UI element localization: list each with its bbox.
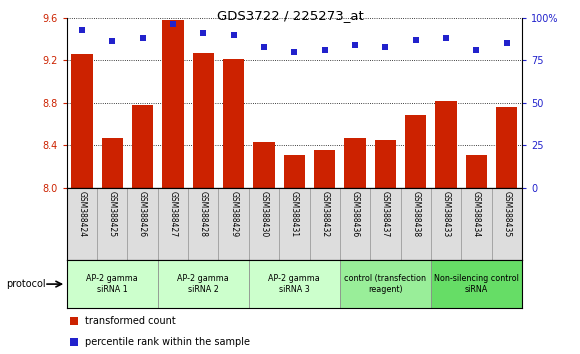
Point [108, 39, 117, 44]
Text: GDS3722 / 225273_at: GDS3722 / 225273_at [216, 9, 364, 22]
Text: GSM388437: GSM388437 [381, 190, 390, 237]
Text: GSM388433: GSM388433 [441, 190, 451, 237]
Text: GSM388432: GSM388432 [320, 190, 329, 236]
Text: GSM388425: GSM388425 [108, 190, 117, 236]
Text: AP-2 gamma
siRNA 1: AP-2 gamma siRNA 1 [86, 274, 138, 294]
Bar [249, 260, 340, 308]
Bar [253, 142, 274, 188]
Bar [492, 188, 522, 260]
Text: GSM388431: GSM388431 [290, 190, 299, 236]
Bar [128, 188, 158, 260]
Text: AP-2 gamma
siRNA 2: AP-2 gamma siRNA 2 [177, 274, 229, 294]
Point [69, 319, 78, 324]
Point [350, 42, 360, 48]
Text: GSM388435: GSM388435 [502, 190, 512, 237]
Text: GSM388438: GSM388438 [411, 190, 420, 236]
Bar [436, 101, 456, 188]
Bar [461, 188, 492, 260]
Point [502, 40, 512, 46]
Bar [67, 260, 158, 308]
Text: control (transfection
reagent): control (transfection reagent) [345, 274, 426, 294]
Bar [431, 188, 461, 260]
Bar [279, 188, 310, 260]
Bar [97, 188, 128, 260]
Bar [219, 188, 249, 260]
Text: AP-2 gamma
siRNA 3: AP-2 gamma siRNA 3 [269, 274, 320, 294]
Bar [401, 188, 431, 260]
Text: GSM388434: GSM388434 [472, 190, 481, 237]
Bar [71, 54, 92, 188]
Bar [466, 155, 487, 188]
Point [472, 47, 481, 53]
Bar [496, 107, 517, 188]
Bar [314, 150, 335, 188]
Bar [375, 140, 396, 188]
Point [380, 44, 390, 50]
Text: Non-silencing control
siRNA: Non-silencing control siRNA [434, 274, 519, 294]
Point [198, 30, 208, 36]
Point [168, 22, 177, 27]
Bar [284, 155, 305, 188]
Text: protocol: protocol [6, 279, 45, 289]
Bar [405, 115, 426, 188]
Text: percentile rank within the sample: percentile rank within the sample [85, 337, 250, 347]
Bar [67, 188, 97, 260]
Text: GSM388430: GSM388430 [259, 190, 269, 237]
Point [69, 339, 78, 345]
Bar [345, 138, 365, 188]
Bar [158, 188, 188, 260]
Bar [431, 260, 522, 308]
Text: GSM388424: GSM388424 [77, 190, 86, 236]
Text: GSM388436: GSM388436 [350, 190, 360, 237]
Bar [370, 188, 401, 260]
Bar [188, 188, 219, 260]
Text: GSM388426: GSM388426 [138, 190, 147, 236]
Bar [102, 138, 123, 188]
Text: GSM388428: GSM388428 [199, 190, 208, 236]
Point [290, 49, 299, 55]
Bar [340, 260, 431, 308]
Bar [310, 188, 340, 260]
Bar [193, 53, 214, 188]
Text: GSM388427: GSM388427 [168, 190, 177, 236]
Bar [249, 188, 279, 260]
Bar [340, 188, 370, 260]
Bar [223, 59, 244, 188]
Point [77, 27, 86, 33]
Point [229, 32, 238, 38]
Bar [132, 105, 153, 188]
Bar [162, 20, 183, 188]
Point [441, 35, 451, 41]
Text: GSM388429: GSM388429 [229, 190, 238, 236]
Bar [158, 260, 249, 308]
Point [138, 35, 147, 41]
Point [411, 37, 420, 42]
Point [320, 47, 329, 53]
Text: transformed count: transformed count [85, 316, 176, 326]
Point [259, 44, 269, 50]
